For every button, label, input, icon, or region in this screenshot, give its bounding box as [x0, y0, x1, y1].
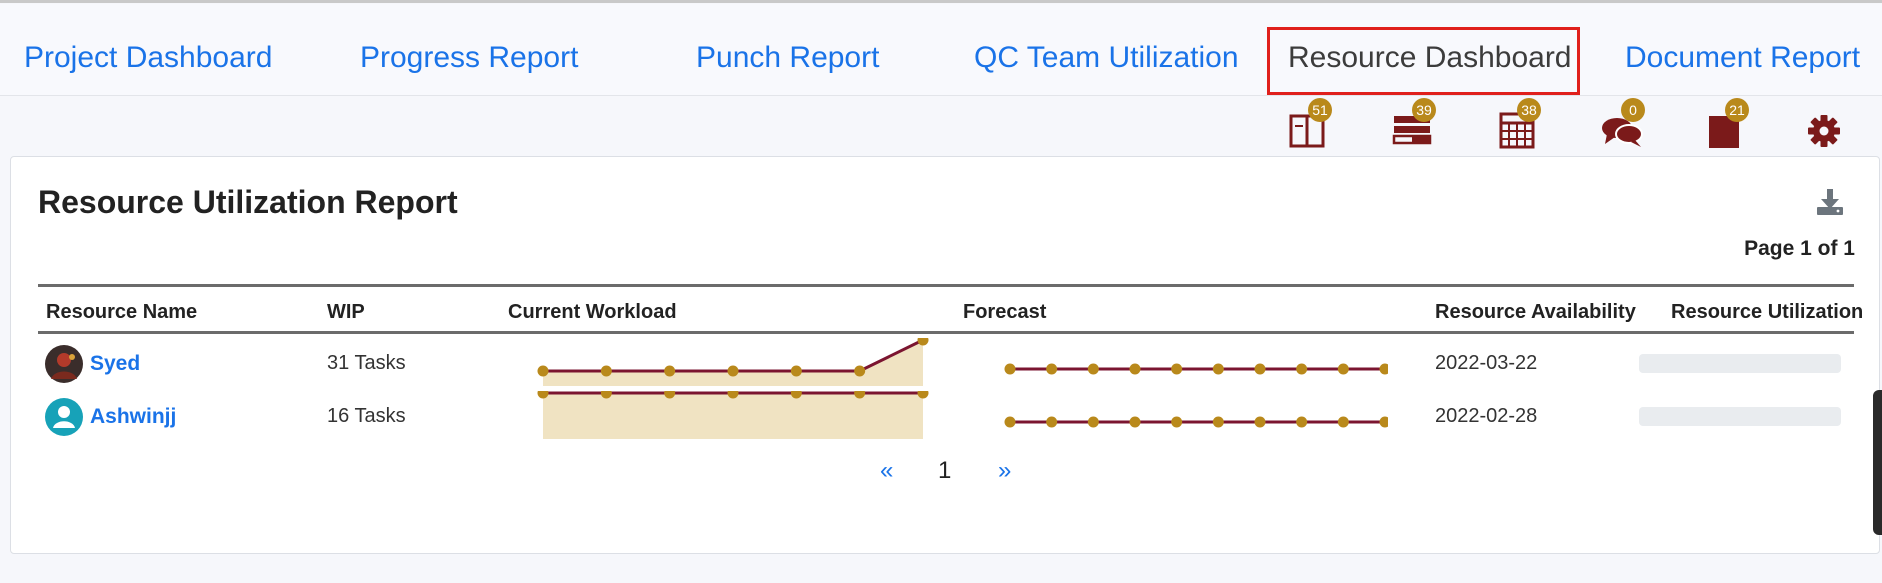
pagination-prev[interactable]: «	[880, 457, 894, 484]
column-header-current-workload: Current Workload	[508, 301, 677, 323]
badge-count: 39	[1412, 98, 1436, 122]
tab-project-dashboard[interactable]: Project Dashboard	[24, 41, 273, 74]
pagination-page-current[interactable]: 1	[938, 457, 952, 484]
workload-point	[600, 365, 612, 377]
tab-document-report[interactable]: Document Report	[1625, 41, 1861, 74]
forecast-point	[1254, 363, 1266, 375]
download-icon	[1817, 189, 1843, 215]
bookmark-icon-button[interactable]: 21	[1705, 98, 1749, 150]
workload-point	[917, 338, 929, 346]
forecast-point	[1212, 416, 1224, 428]
forecast-point	[1129, 363, 1141, 375]
workload-point	[854, 391, 866, 399]
workload-area	[543, 393, 923, 439]
forecast-sparkline	[1004, 416, 1388, 428]
forecast-point	[1087, 416, 1099, 428]
forecast-point	[1296, 363, 1308, 375]
user-placeholder-icon	[45, 398, 83, 436]
workload-point	[727, 365, 739, 377]
list-stack-icon-button[interactable]: 39	[1392, 98, 1436, 150]
workload-point	[537, 365, 549, 377]
workload-point	[854, 365, 866, 377]
column-header-resource-name: Resource Name	[46, 301, 198, 323]
utilization-progress-bar	[1639, 407, 1841, 426]
toolbar: 51 39 38 0	[0, 96, 1882, 152]
badge-count: 21	[1725, 98, 1749, 122]
wip-count: 31 Tasks	[327, 352, 406, 374]
forecast-point	[1212, 363, 1224, 375]
workload-point	[537, 391, 549, 399]
workload-point	[790, 391, 802, 399]
badge-count: 38	[1517, 98, 1541, 122]
availability-date: 2022-03-22	[1435, 352, 1538, 374]
forecast-point	[1254, 416, 1266, 428]
forecast-point	[1171, 416, 1183, 428]
resource-name-link[interactable]: Syed	[90, 352, 141, 375]
book-icon	[1289, 114, 1325, 148]
column-header-resource-utilization: Resource Utilization	[1671, 301, 1864, 323]
utilization-progress-bar	[1639, 354, 1841, 373]
table-row: Syed 31 Tasks 2022-03-22	[38, 338, 1854, 390]
window-top-border	[0, 0, 1882, 3]
avatar[interactable]	[45, 345, 83, 383]
forecast-point	[1171, 363, 1183, 375]
column-header-resource-availability: Resource Availability	[1435, 301, 1636, 323]
workload-area	[543, 340, 923, 386]
wip-count: 16 Tasks	[327, 405, 406, 427]
pagination-next[interactable]: »	[998, 457, 1012, 484]
forecast-point	[1337, 363, 1349, 375]
tab-qc-team-utilization[interactable]: QC Team Utilization	[974, 41, 1239, 74]
availability-date: 2022-02-28	[1435, 405, 1538, 427]
badge-count: 51	[1308, 98, 1332, 122]
forecast-point	[1337, 416, 1349, 428]
workload-point	[727, 391, 739, 399]
calendar-icon-button[interactable]: 38	[1497, 98, 1541, 150]
avatar[interactable]	[45, 398, 83, 436]
forecast-point	[1046, 363, 1058, 375]
forecast-point	[1087, 363, 1099, 375]
settings-button[interactable]	[1806, 106, 1850, 150]
current-workload-sparkline	[537, 338, 929, 386]
tab-progress-report[interactable]: Progress Report	[360, 41, 579, 74]
report-card: Resource Utilization Report Page 1 of 1 …	[10, 156, 1880, 554]
current-workload-sparkline	[537, 391, 929, 439]
bookmark-icon	[1709, 116, 1739, 148]
gear-icon	[1808, 115, 1840, 147]
forecast-point	[1129, 416, 1141, 428]
download-button[interactable]	[1816, 187, 1844, 217]
calendar-icon	[1499, 112, 1535, 149]
forecast-point	[1004, 416, 1016, 428]
chat-bubbles-icon	[1602, 118, 1643, 147]
book-icon-button[interactable]: 51	[1288, 98, 1332, 150]
active-tab-highlight	[1267, 27, 1580, 95]
forecast-point	[1004, 363, 1016, 375]
forecast-point	[1379, 416, 1388, 428]
badge-count: 0	[1621, 98, 1645, 122]
forecast-sparkline	[1004, 363, 1388, 375]
column-header-forecast: Forecast	[963, 301, 1047, 323]
forecast-point	[1296, 416, 1308, 428]
user-photo-icon	[45, 345, 83, 383]
table-row: Ashwinjj 16 Tasks 2022-02-28	[38, 391, 1854, 443]
column-header-wip: WIP	[327, 301, 365, 323]
chat-bubbles-icon-button[interactable]: 0	[1601, 98, 1645, 150]
workload-point	[664, 391, 676, 399]
report-title: Resource Utilization Report	[38, 184, 458, 220]
forecast-point	[1046, 416, 1058, 428]
floating-side-panel-handle[interactable]	[1873, 390, 1882, 535]
tab-punch-report[interactable]: Punch Report	[696, 41, 880, 74]
table-header: Resource Name WIP Current Workload Forec…	[38, 284, 1863, 334]
workload-point	[917, 391, 929, 399]
tab-resource-dashboard[interactable]: Resource Dashboard	[1288, 41, 1572, 74]
page-info: Page 1 of 1	[1744, 237, 1855, 260]
list-stack-icon	[1392, 116, 1432, 145]
forecast-point	[1379, 363, 1388, 375]
workload-point	[600, 391, 612, 399]
top-tab-bar: Project Dashboard Progress Report Punch …	[0, 4, 1882, 96]
workload-point	[664, 365, 676, 377]
resource-name-link[interactable]: Ashwinjj	[90, 405, 177, 428]
workload-point	[790, 365, 802, 377]
